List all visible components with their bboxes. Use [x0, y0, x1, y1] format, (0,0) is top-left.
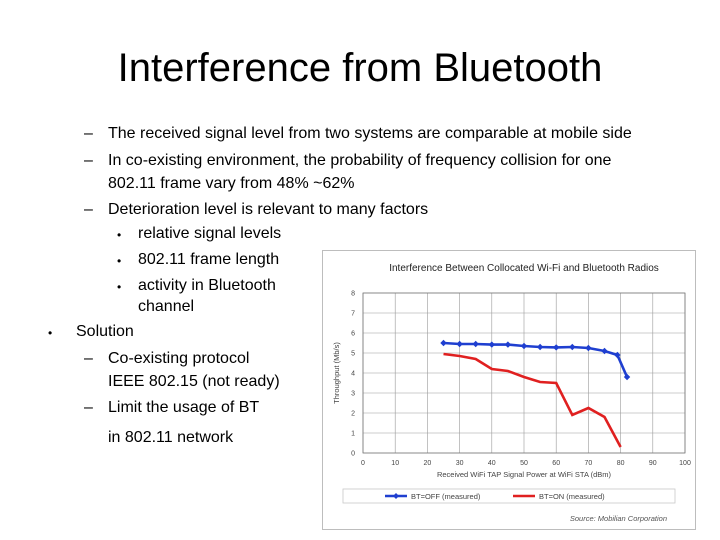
sub-bullet-bt-activity-line1: activity in Bluetooth — [138, 277, 276, 294]
dash-marker: – — [84, 201, 93, 218]
data-point-bt-off — [585, 344, 592, 352]
y-tick-label: 2 — [351, 411, 355, 418]
chart-source: Source: Mobilian Corporation — [570, 514, 667, 523]
sub-bullet-marker: • — [117, 254, 122, 268]
y-tick-label: 5 — [351, 351, 355, 358]
data-point-bt-off — [569, 343, 576, 351]
y-tick-label: 0 — [351, 451, 355, 458]
dash-marker: – — [84, 399, 93, 416]
x-tick-label: 50 — [520, 460, 528, 467]
x-tick-label: 20 — [424, 460, 432, 467]
bullet-collision-line2: 802.11 frame vary from 48% ~62% — [108, 175, 355, 192]
sub-bullet-marker: • — [117, 228, 122, 242]
sub-bullet-marker: • — [117, 280, 122, 294]
bullet-protocol-line1: Co-existing protocol — [108, 350, 250, 367]
data-point-bt-off — [553, 344, 560, 351]
y-tick-label: 4 — [351, 371, 355, 378]
sub-bullet-signal-levels: relative signal levels — [138, 225, 282, 242]
data-point-bt-off — [601, 347, 608, 355]
chart-svg: Interference Between Collocated Wi-Fi an… — [332, 263, 691, 523]
x-tick-label: 60 — [552, 460, 560, 467]
series-line-bt-on — [443, 352, 622, 448]
legend-label: BT=ON (measured) — [539, 492, 605, 501]
x-tick-label: 100 — [679, 460, 691, 467]
bullet-deterioration: Deterioration level is relevant to many … — [108, 201, 429, 218]
data-point-bt-off — [520, 342, 528, 350]
x-tick-label: 30 — [456, 460, 464, 467]
y-tick-label: 1 — [351, 431, 355, 438]
bullet-limit-bt: Limit the usage of BT — [108, 399, 260, 416]
data-point-bt-off — [440, 339, 447, 347]
interference-chart: Interference Between Collocated Wi-Fi an… — [322, 250, 696, 530]
slide-title: Interference from Bluetooth — [117, 46, 603, 90]
series-line-bt-off — [443, 341, 629, 378]
bullet-marker: • — [48, 326, 53, 340]
data-point-bt-off — [614, 351, 621, 359]
plot-frame — [362, 292, 686, 454]
legend-box — [342, 488, 676, 504]
bullet-protocol-line2: IEEE 802.15 (not ready) — [108, 373, 280, 390]
bullet-signal-level: The received signal level from two syste… — [108, 125, 632, 142]
bullet-solution: Solution — [76, 323, 134, 340]
legend-marker — [393, 493, 399, 499]
y-tick-label: 8 — [351, 291, 355, 298]
chart-title: Interference Between Collocated Wi-Fi an… — [389, 263, 659, 274]
x-tick-label: 90 — [649, 460, 657, 467]
x-tick-label: 10 — [391, 460, 399, 467]
x-axis-label: Received WiFi TAP Signal Power at WiFi S… — [437, 470, 612, 479]
x-tick-label: 0 — [361, 460, 365, 467]
x-tick-label: 70 — [585, 460, 593, 467]
bullet-collision-line1: In co-existing environment, the probabil… — [108, 152, 612, 169]
dash-marker: – — [84, 152, 93, 169]
y-tick-label: 3 — [351, 391, 355, 398]
sub-bullet-frame-length: 802.11 frame length — [138, 251, 280, 268]
x-tick-label: 40 — [488, 460, 496, 467]
data-point-bt-off — [488, 341, 495, 348]
dash-marker: – — [84, 125, 93, 142]
bullet-limit-bt-continued: in 802.11 network — [108, 429, 234, 446]
x-tick-label: 80 — [617, 460, 625, 467]
data-point-bt-off — [536, 343, 544, 351]
data-point-bt-off — [504, 341, 512, 348]
legend-label: BT=OFF (measured) — [411, 492, 481, 501]
y-axis-label: Throughput (Mb/s) — [332, 342, 341, 404]
data-point-bt-off — [472, 340, 479, 348]
y-tick-label: 6 — [351, 331, 355, 338]
sub-bullet-bt-activity-line2: channel — [138, 298, 195, 315]
y-tick-label: 7 — [351, 311, 355, 318]
data-point-bt-off — [456, 340, 463, 348]
dash-marker: – — [84, 350, 93, 367]
